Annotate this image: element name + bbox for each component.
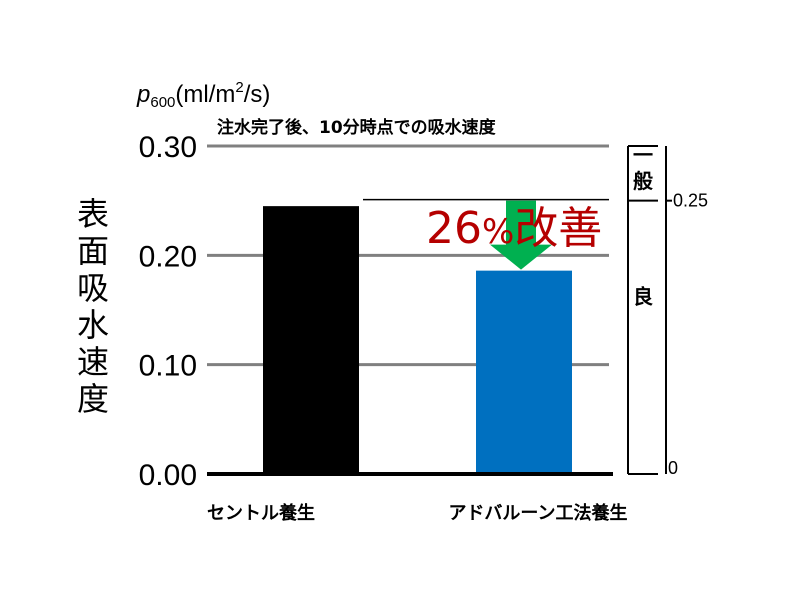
scale-value-label: 0 xyxy=(668,458,678,478)
scale-value-label: 0.25 xyxy=(673,191,708,211)
bar xyxy=(263,206,359,474)
scale-section-label: 一般 xyxy=(633,143,653,193)
bar-layer xyxy=(263,206,572,474)
improvement-arrow xyxy=(490,200,552,270)
rating-scale: 一般良 0.25 0 xyxy=(627,143,708,478)
unit-label: p600(ml/m2/s) xyxy=(136,79,270,111)
improvement-label: 26%改善 xyxy=(426,203,602,254)
chart-subtitle: 注水完了後、10分時点での吸水速度 xyxy=(217,117,497,138)
y-tick-label: 0.00 xyxy=(139,459,197,492)
bar xyxy=(476,270,572,474)
x-category-label: アドバルーン工法養生 xyxy=(448,502,627,524)
y-tick-label: 0.10 xyxy=(139,350,197,383)
annotation-layer xyxy=(363,198,609,270)
y-tick-label: 0.20 xyxy=(139,240,197,273)
scale-section-label: 良 xyxy=(633,284,653,308)
y-axis-label: 表面吸水速度 xyxy=(77,195,109,418)
axis-layer: 0.00 0.10 0.20 0.30 セントル養生 アドバルーン工法養生 xyxy=(139,131,628,524)
x-category-label: セントル養生 xyxy=(207,502,315,524)
y-tick-label: 0.30 xyxy=(139,131,197,164)
